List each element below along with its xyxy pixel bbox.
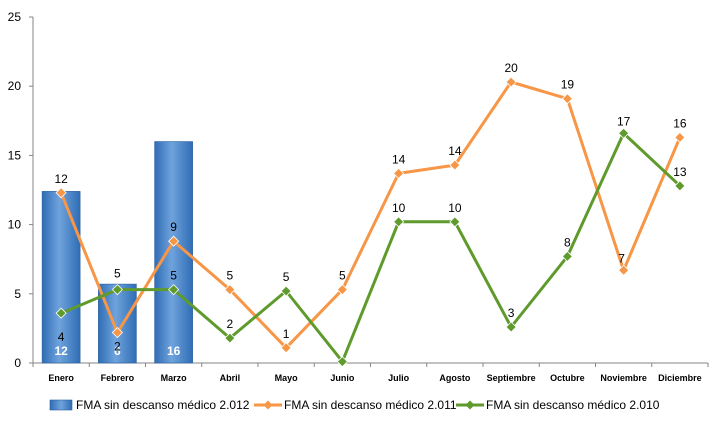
line-data-label: 10 [392, 201, 406, 215]
y-tick-label: 5 [14, 287, 21, 301]
series-marker [336, 284, 348, 296]
line-data-label: 5 [227, 269, 234, 283]
series-marker [280, 342, 292, 354]
line-data-label: 7 [618, 251, 625, 265]
series-marker [449, 159, 461, 171]
y-tick-label: 10 [8, 218, 22, 232]
series-marker [505, 321, 517, 333]
series-marker [111, 326, 123, 339]
x-tick-label: Julio [388, 373, 410, 383]
line-data-label: 16 [673, 116, 687, 130]
series-marker [336, 356, 348, 368]
series-marker [168, 284, 180, 296]
series-marker [561, 93, 573, 105]
x-tick-label: Octubre [550, 373, 585, 383]
x-tick-label: Junio [330, 373, 355, 383]
line-data-label: 5 [283, 270, 290, 284]
legend-swatch-bar [49, 399, 73, 411]
series-marker [393, 216, 405, 228]
series-marker [505, 76, 517, 88]
line-data-label: 17 [617, 114, 631, 128]
data-labels: 12 6 16 12 2 9 5 1 5 14 14 20 19 7 16 4 5 5 2 5 10 10 3 8 17 13 [54, 61, 686, 358]
legend-label: FMA sin descanso médico 2.012 [76, 398, 250, 412]
series-marker [168, 235, 180, 247]
series-marker [111, 284, 123, 296]
y-tick-label: 15 [8, 148, 22, 162]
series-marker [55, 187, 67, 199]
line-data-label: 5 [114, 267, 121, 281]
bar-data-label: 6 [114, 344, 121, 358]
line-data-label: 14 [392, 152, 406, 166]
series-marker [393, 167, 405, 179]
series-marker [674, 131, 686, 143]
line-data-label: 3 [508, 306, 515, 320]
line-data-label: 9 [170, 220, 177, 234]
series-marker [618, 127, 630, 139]
line-data-label: 4 [58, 330, 65, 344]
x-tick-label: Mayo [275, 373, 299, 383]
series-marker [561, 250, 573, 262]
x-tick-label: Febrero [101, 373, 135, 383]
series-marker [449, 216, 461, 228]
x-tick-label: Abril [220, 373, 241, 383]
line-data-label: 12 [54, 172, 68, 186]
legend-label: FMA sin descanso médico 2.011 [284, 398, 457, 412]
x-tick-label: Diciembre [658, 373, 702, 383]
x-tick-label: Noviembre [600, 373, 647, 383]
legend: FMA sin descanso médico 2.012 FMA sin des… [49, 398, 660, 412]
series-line [59, 80, 682, 350]
line-data-label: 2 [227, 317, 234, 331]
line-data-label: 8 [564, 235, 571, 249]
y-tick-label: 0 [14, 356, 21, 370]
series-marker [224, 332, 236, 344]
bar-data-label: 16 [167, 344, 181, 358]
series-marker [618, 264, 630, 276]
y-tick-label: 25 [8, 10, 22, 24]
x-tick-label: Marzo [161, 373, 188, 383]
series-marker [280, 285, 292, 297]
line-data-label: 10 [448, 201, 462, 215]
bar-data-label: 12 [54, 344, 68, 358]
x-tick-label: Septiembre [487, 373, 536, 383]
line-data-label: 2 [114, 340, 121, 354]
y-tick-label: 20 [8, 79, 22, 93]
bar-series-2012 [41, 141, 193, 364]
x-tick-label: Agosto [439, 373, 470, 383]
line-data-label: 1 [283, 327, 290, 341]
series-marker [224, 284, 236, 296]
legend-label: FMA sin descanso médico 2.010 [486, 398, 660, 412]
bar [41, 191, 81, 364]
line-data-label: 5 [170, 269, 177, 283]
line-data-label: 5 [339, 269, 346, 283]
line-data-label: 13 [673, 165, 687, 179]
line-data-label: 14 [448, 144, 462, 158]
series-line [60, 131, 681, 364]
legend-swatch-marker [465, 400, 475, 410]
line-data-label: 19 [561, 78, 575, 92]
line-data-label: 20 [504, 61, 518, 75]
line-series [55, 76, 686, 368]
x-tick-label: Enero [48, 373, 74, 383]
series-marker [674, 180, 686, 192]
series-marker [55, 307, 67, 319]
legend-swatch-marker [263, 400, 273, 410]
